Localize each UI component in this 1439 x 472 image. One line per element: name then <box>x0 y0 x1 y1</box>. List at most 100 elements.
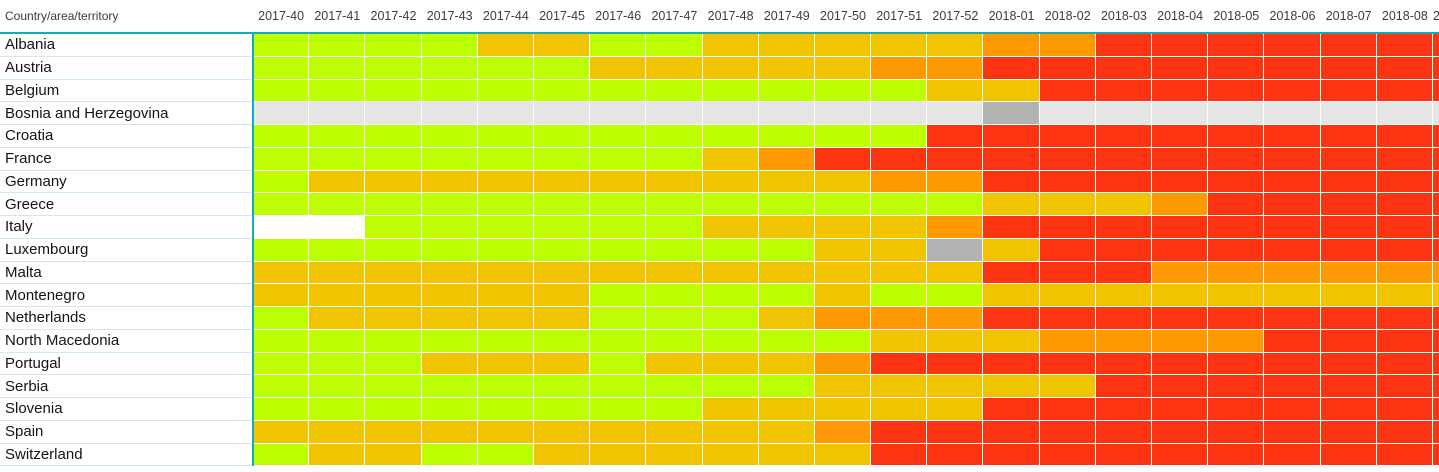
heatmap-cell[interactable] <box>1152 307 1209 330</box>
heatmap-cell[interactable] <box>365 34 422 57</box>
heatmap-cell[interactable] <box>927 261 984 285</box>
row-label[interactable]: Switzerland <box>0 443 253 467</box>
heatmap-cell[interactable] <box>1264 261 1321 285</box>
heatmap-cell[interactable] <box>1320 102 1377 125</box>
heatmap-cell[interactable] <box>253 307 310 330</box>
heatmap-cell[interactable] <box>927 238 984 262</box>
heatmap-cell[interactable] <box>1264 147 1321 171</box>
heatmap-cell[interactable] <box>365 307 422 330</box>
heatmap-cell[interactable] <box>702 420 759 444</box>
heatmap-cell[interactable] <box>477 307 534 330</box>
heatmap-cell[interactable] <box>927 329 984 353</box>
row-label[interactable]: Serbia <box>0 375 253 398</box>
heatmap-cell[interactable] <box>253 398 310 421</box>
heatmap-cell[interactable] <box>253 420 310 444</box>
row-label[interactable]: North Macedonia <box>0 329 253 353</box>
heatmap-cell[interactable] <box>477 34 534 57</box>
heatmap-cell[interactable] <box>646 170 703 194</box>
heatmap-cell[interactable] <box>309 238 366 262</box>
heatmap-cell[interactable] <box>1432 102 1439 125</box>
heatmap-cell[interactable] <box>758 193 815 216</box>
heatmap-cell[interactable] <box>1264 125 1321 148</box>
heatmap-cell[interactable] <box>758 398 815 421</box>
heatmap-cell[interactable] <box>590 147 647 171</box>
heatmap-cell[interactable] <box>253 147 310 171</box>
heatmap-cell[interactable] <box>983 443 1040 467</box>
heatmap-cell[interactable] <box>309 352 366 376</box>
heatmap-cell[interactable] <box>590 420 647 444</box>
heatmap-cell[interactable] <box>702 102 759 125</box>
heatmap-cell[interactable] <box>590 125 647 148</box>
heatmap-cell[interactable] <box>702 284 759 307</box>
heatmap-cell[interactable] <box>1264 79 1321 103</box>
heatmap-cell[interactable] <box>1432 125 1439 148</box>
heatmap-cell[interactable] <box>814 329 872 353</box>
heatmap-cell[interactable] <box>1208 352 1265 376</box>
heatmap-cell[interactable] <box>1376 193 1433 216</box>
heatmap-cell[interactable] <box>1432 352 1439 376</box>
column-header[interactable]: 2017-41 <box>314 9 361 23</box>
heatmap-cell[interactable] <box>927 443 984 467</box>
column-header[interactable]: 2018-02 <box>1044 9 1091 23</box>
heatmap-cell[interactable] <box>1152 443 1209 467</box>
heatmap-cell[interactable] <box>533 56 591 80</box>
heatmap-cell[interactable] <box>1264 170 1321 194</box>
heatmap-cell[interactable] <box>533 261 591 285</box>
heatmap-cell[interactable] <box>253 102 310 125</box>
heatmap-cell[interactable] <box>814 102 872 125</box>
heatmap-cell[interactable] <box>365 238 422 262</box>
heatmap-cell[interactable] <box>1432 375 1439 398</box>
heatmap-cell[interactable] <box>365 398 422 421</box>
heatmap-cell[interactable] <box>309 102 366 125</box>
row-label[interactable]: Portugal <box>0 352 253 376</box>
heatmap-cell[interactable] <box>983 307 1040 330</box>
heatmap-cell[interactable] <box>590 307 647 330</box>
heatmap-cell[interactable] <box>983 56 1040 80</box>
heatmap-cell[interactable] <box>814 352 872 376</box>
heatmap-cell[interactable] <box>758 170 815 194</box>
heatmap-cell[interactable] <box>758 216 815 239</box>
column-header[interactable]: 2018-08 <box>1381 9 1428 23</box>
heatmap-cell[interactable] <box>1208 147 1265 171</box>
heatmap-cell[interactable] <box>1039 56 1096 80</box>
heatmap-cell[interactable] <box>758 34 815 57</box>
heatmap-cell[interactable] <box>871 352 928 376</box>
heatmap-cell[interactable] <box>1376 125 1433 148</box>
heatmap-cell[interactable] <box>1095 147 1152 171</box>
heatmap-cell[interactable] <box>927 34 984 57</box>
heatmap-cell[interactable] <box>702 56 759 80</box>
heatmap-cell[interactable] <box>1376 216 1433 239</box>
heatmap-cell[interactable] <box>590 34 647 57</box>
heatmap-cell[interactable] <box>871 238 928 262</box>
heatmap-cell[interactable] <box>1039 420 1096 444</box>
heatmap-cell[interactable] <box>1432 443 1439 467</box>
heatmap-cell[interactable] <box>309 170 366 194</box>
heatmap-cell[interactable] <box>1320 307 1377 330</box>
heatmap-cell[interactable] <box>253 79 310 103</box>
heatmap-cell[interactable] <box>814 34 872 57</box>
heatmap-cell[interactable] <box>758 261 815 285</box>
heatmap-cell[interactable] <box>1432 398 1439 421</box>
heatmap-cell[interactable] <box>309 284 366 307</box>
heatmap-cell[interactable] <box>1095 352 1152 376</box>
heatmap-cell[interactable] <box>365 420 422 444</box>
heatmap-cell[interactable] <box>533 125 591 148</box>
heatmap-cell[interactable] <box>983 398 1040 421</box>
heatmap-cell[interactable] <box>814 170 872 194</box>
heatmap-cell[interactable] <box>1039 261 1096 285</box>
heatmap-cell[interactable] <box>421 420 478 444</box>
heatmap-cell[interactable] <box>309 56 366 80</box>
heatmap-cell[interactable] <box>1152 193 1209 216</box>
heatmap-cell[interactable] <box>477 261 534 285</box>
heatmap-cell[interactable] <box>253 125 310 148</box>
heatmap-cell[interactable] <box>309 125 366 148</box>
heatmap-cell[interactable] <box>814 443 872 467</box>
heatmap-cell[interactable] <box>1039 284 1096 307</box>
heatmap-cell[interactable] <box>1432 261 1439 285</box>
heatmap-cell[interactable] <box>421 443 478 467</box>
heatmap-cell[interactable] <box>871 125 928 148</box>
heatmap-cell[interactable] <box>365 56 422 80</box>
heatmap-cell[interactable] <box>1152 238 1209 262</box>
heatmap-cell[interactable] <box>309 420 366 444</box>
heatmap-cell[interactable] <box>477 284 534 307</box>
